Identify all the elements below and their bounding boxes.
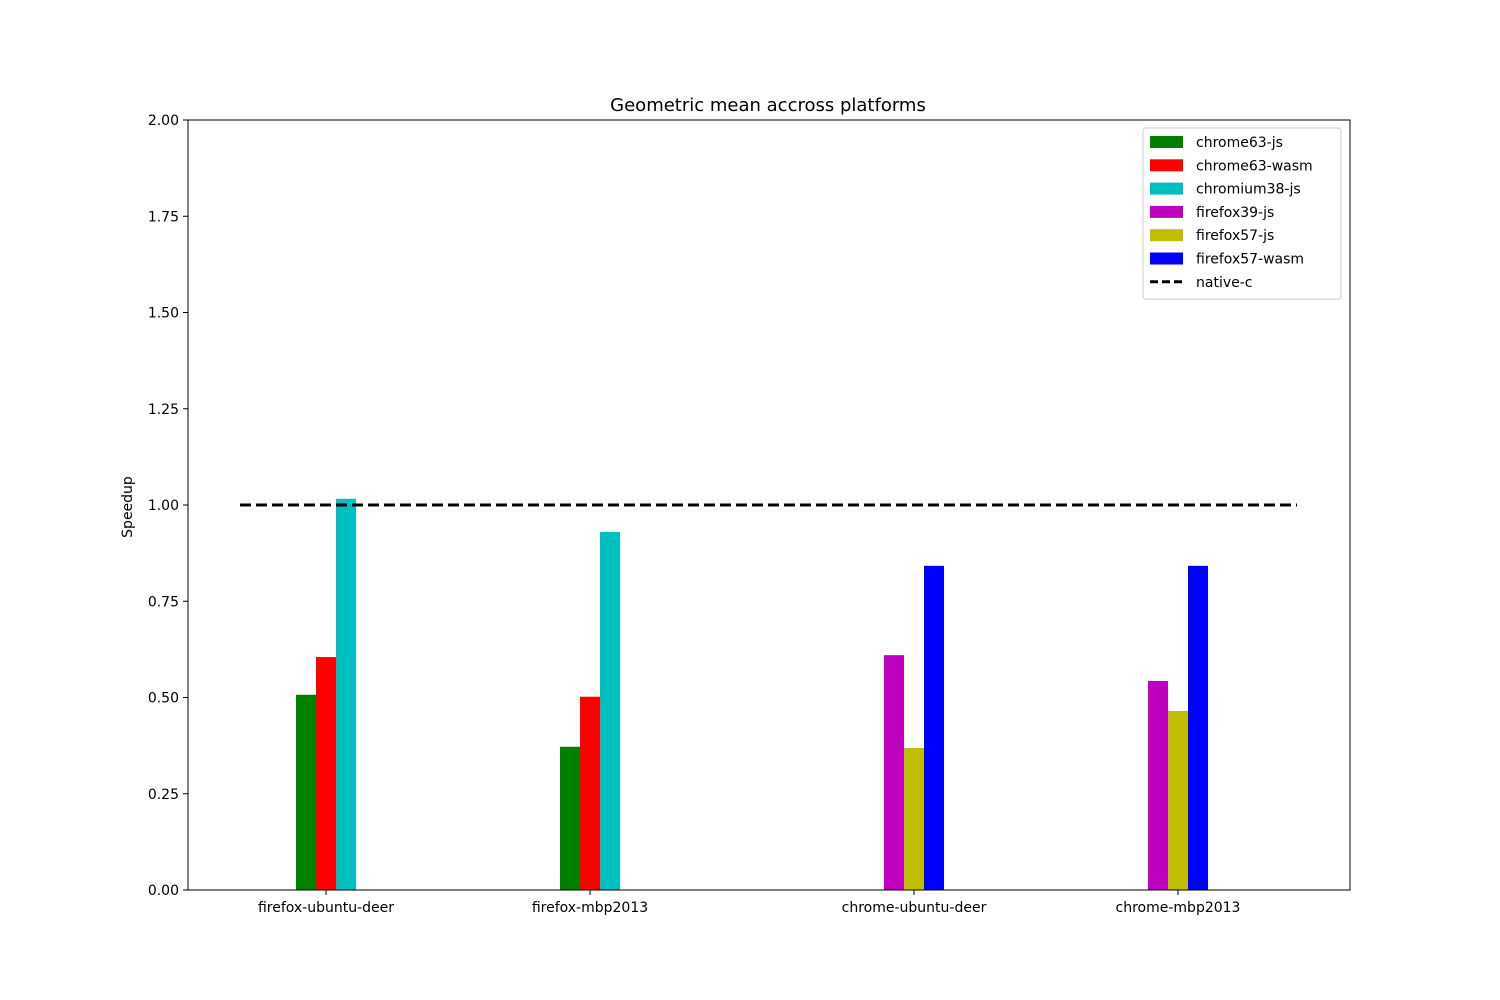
y-tick-label: 1.25 — [148, 402, 179, 418]
bar-firefox57-wasm-chrome-mbp2013 — [1188, 565, 1208, 890]
y-axis-label: Speedup — [120, 476, 136, 538]
bar-firefox39-js-chrome-ubuntu-deer — [884, 655, 904, 890]
bars — [296, 498, 1208, 890]
y-tick-label: 0.00 — [148, 883, 179, 899]
bar-firefox57-js-chrome-mbp2013 — [1168, 710, 1188, 890]
bar-chromium38-js-firefox-ubuntu-deer — [336, 498, 356, 890]
y-tick-label: 0.75 — [148, 594, 179, 610]
bar-chrome63-js-firefox-ubuntu-deer — [296, 694, 316, 890]
legend-label: firefox57-js — [1196, 228, 1274, 244]
legend-swatch — [1150, 136, 1183, 148]
bar-chrome63-wasm-firefox-ubuntu-deer — [316, 657, 336, 890]
x-axis-ticks: firefox-ubuntu-deer firefox-mbp2013 chrome… — [258, 890, 1241, 916]
x-tick-label: firefox-ubuntu-deer — [258, 900, 394, 916]
bar-firefox57-js-chrome-ubuntu-deer — [904, 747, 924, 890]
x-tick-label: firefox-mbp2013 — [532, 900, 648, 916]
plot-frame — [187, 119, 1351, 891]
bar-chromium38-js-firefox-mbp2013 — [600, 531, 620, 890]
bar-firefox57-wasm-chrome-ubuntu-deer — [924, 565, 944, 890]
bar-chrome63-js-firefox-mbp2013 — [560, 746, 580, 890]
legend-swatch — [1150, 252, 1183, 265]
chart-title: Geometric mean accross platforms — [610, 95, 926, 116]
legend-box — [1142, 127, 1342, 300]
legend-label: chrome63-wasm — [1196, 158, 1313, 174]
legend-label: firefox39-js — [1196, 205, 1274, 221]
y-tick-label: 1.00 — [148, 498, 179, 514]
legend-label: firefox57-wasm — [1196, 252, 1304, 268]
y-tick-label: 0.50 — [148, 691, 179, 707]
legend-label: native-c — [1196, 275, 1252, 291]
bar-firefox39-js-chrome-mbp2013 — [1148, 680, 1168, 890]
bar-chrome63-wasm-firefox-mbp2013 — [580, 696, 600, 890]
y-axis-ticks: 0.00 0.25 0.50 0.75 1.00 1.25 1.50 1.75 2.00 — [148, 113, 188, 899]
y-tick-label: 2.00 — [148, 113, 179, 129]
legend-swatch — [1150, 205, 1183, 218]
legend-label: chrome63-js — [1196, 135, 1283, 151]
legend-label: chromium38-js — [1196, 182, 1301, 198]
y-tick-label: 1.75 — [148, 209, 179, 225]
legend-swatch — [1150, 229, 1183, 242]
x-tick-label: chrome-ubuntu-deer — [842, 900, 987, 916]
y-tick-label: 1.50 — [148, 306, 179, 322]
legend-swatch — [1150, 182, 1183, 195]
x-tick-label: chrome-mbp2013 — [1116, 900, 1241, 916]
legend: chrome63-js chrome63-wasm chromium38-js fir… — [1142, 127, 1342, 300]
legend-swatch — [1150, 159, 1183, 172]
y-tick-label: 0.25 — [148, 787, 179, 803]
